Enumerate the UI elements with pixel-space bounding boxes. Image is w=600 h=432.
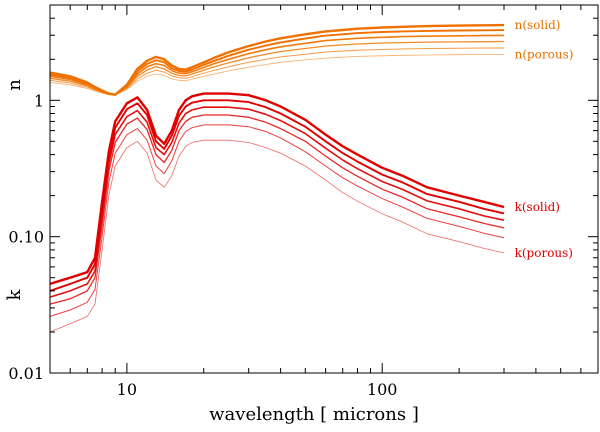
curve-label: n(porous) — [515, 47, 574, 61]
k-series-line-2 — [49, 114, 505, 305]
plot-frame — [49, 4, 599, 374]
y-tick-label: 1 — [34, 91, 44, 110]
y-tick-label: 0.01 — [8, 364, 44, 383]
y-tick-label: 0.10 — [8, 228, 44, 247]
k-series-line-1 — [49, 124, 505, 317]
x-tick-label: 10 — [117, 380, 137, 399]
tick-labels-group: 10 100 1 0.10 0.01 — [8, 91, 397, 399]
ticks-group — [49, 4, 599, 374]
k-series-line-3 — [49, 106, 505, 298]
n-series-line-5 — [49, 23, 505, 96]
n-series-group — [49, 23, 505, 96]
n-series-line-0 — [49, 54, 504, 96]
curve-labels-group: n(solid) n(porous) k(solid) k(porous) — [515, 18, 574, 260]
k-series-line-5 — [49, 92, 505, 286]
n-series-line-2 — [49, 40, 505, 96]
curve-label: n(solid) — [515, 18, 561, 32]
y-axis-title-k: k — [4, 288, 25, 300]
curve-label: k(solid) — [515, 200, 560, 214]
x-tick-label: 100 — [367, 380, 398, 399]
n-series-line-3 — [49, 34, 505, 96]
curve-label: k(porous) — [515, 246, 573, 260]
x-axis-title: wavelength [ microns ] — [209, 404, 419, 425]
y-axis-title-n: n — [4, 79, 25, 91]
k-series-group — [49, 92, 505, 333]
k-series-line-0 — [49, 139, 505, 333]
